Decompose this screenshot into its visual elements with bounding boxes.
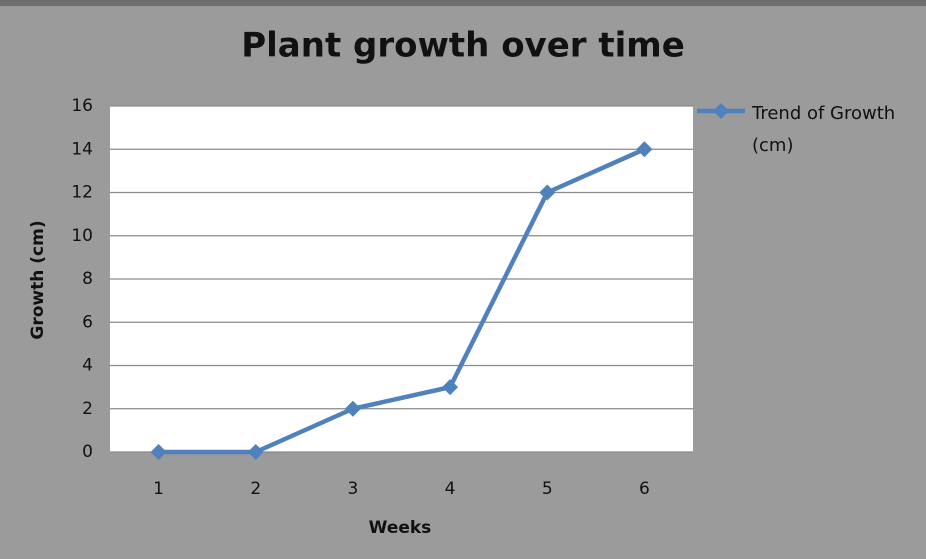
point-marker	[247, 444, 264, 460]
point-marker	[636, 141, 653, 158]
x-tick-label: 5	[542, 479, 553, 499]
x-tick-label: 4	[445, 479, 456, 499]
point-marker	[344, 400, 361, 417]
chart-title: Plant growth over time	[241, 26, 685, 66]
top-edge	[0, 0, 926, 6]
y-tick-label: 14	[71, 139, 93, 159]
y-tick-label: 6	[82, 312, 93, 332]
y-tick-label: 8	[82, 269, 93, 289]
y-tick-label: 4	[82, 356, 93, 376]
y-axis-label: Growth (cm)	[28, 220, 48, 339]
legend-marker	[713, 103, 729, 119]
x-tick-label: 6	[639, 479, 650, 499]
y-tick-label: 2	[82, 399, 93, 419]
y-tick-label: 10	[71, 226, 93, 246]
x-tick-label: 3	[348, 479, 359, 499]
series-line	[158, 147, 646, 455]
y-tick-label: 0	[82, 442, 93, 462]
x-tick-label: 1	[153, 479, 164, 499]
point-marker	[539, 184, 556, 201]
y-tick-label: 12	[71, 183, 93, 203]
legend-label: Trend of Growth (cm)	[752, 103, 896, 156]
x-tick-label: 2	[250, 479, 261, 499]
point-marker	[442, 379, 459, 396]
y-tick-label: 16	[71, 96, 93, 116]
x-axis-label: Weeks	[369, 518, 432, 538]
point-marker	[150, 444, 167, 460]
